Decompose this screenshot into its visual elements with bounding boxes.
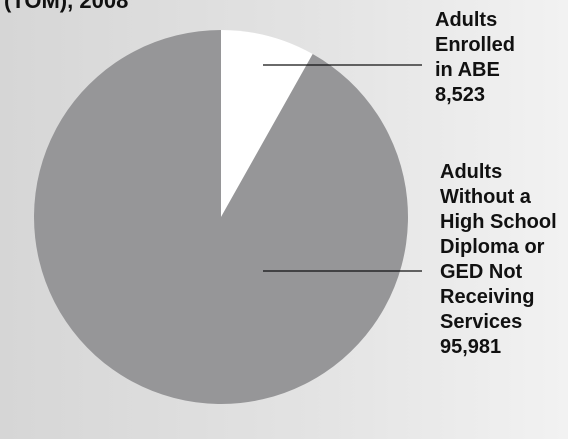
slice-value-not-served: 95,981 bbox=[440, 336, 502, 358]
slice-label-enrolled-line-3: in ABE bbox=[435, 59, 500, 81]
slice-label-not-served-line-2: Without a bbox=[440, 186, 531, 208]
slice-label-not-served-line-7: Services bbox=[440, 311, 523, 333]
pie-slice-enrolled bbox=[221, 30, 313, 217]
slice-label-not-served-line-4: Diploma or bbox=[440, 236, 545, 258]
slice-label-not-served-line-5: GED Not bbox=[440, 261, 523, 283]
slice-label-not-served-line-1: Adults bbox=[440, 161, 503, 183]
slice-label-not-served: Adults Without a High School Diploma or … bbox=[440, 160, 557, 360]
slice-label-enrolled-line-2: Enrolled bbox=[435, 34, 516, 56]
slice-label-not-served-line-6: Receiving bbox=[440, 286, 535, 308]
header-fragment: (TOM), 2008 bbox=[4, 0, 129, 13]
slice-label-enrolled: Adults Enrolled in ABE 8,523 bbox=[435, 8, 515, 108]
slice-label-not-served-line-3: High School bbox=[440, 211, 557, 233]
slice-label-enrolled-line-1: Adults bbox=[435, 9, 498, 31]
slice-value-enrolled: 8,523 bbox=[435, 84, 486, 106]
pie-slice-not-served bbox=[34, 30, 409, 404]
